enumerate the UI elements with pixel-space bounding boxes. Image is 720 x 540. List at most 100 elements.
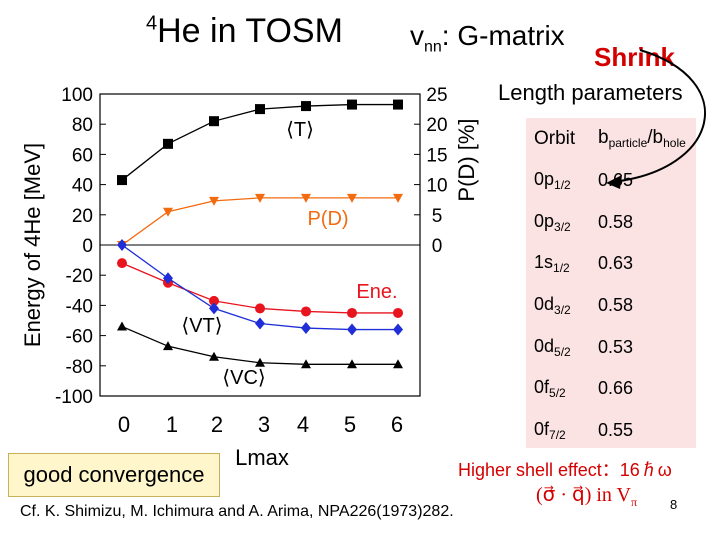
ratio-cell: 0.58 (598, 211, 634, 232)
good-convergence-box: good convergence (8, 453, 220, 497)
table-row: 0d5/2 0.53 (526, 326, 692, 368)
orbit-sub: 3/2 (554, 303, 571, 318)
data-point (301, 193, 311, 203)
series-label: ⟨VT⟩ (181, 315, 222, 337)
series-label: P(D) (307, 208, 348, 230)
data-point (163, 138, 173, 149)
orbit-cell: 0p1/2 (526, 160, 592, 202)
data-point (255, 193, 265, 203)
x-tick-label: 5 (344, 412, 356, 437)
y2-tick-label: 15 (426, 145, 447, 166)
orbit-name: 0f (534, 377, 550, 398)
orbit-cell: 0p3/2 (526, 201, 592, 243)
orbit-name: 0d (534, 335, 555, 356)
y-tick-label: -40 (66, 296, 93, 317)
series-label: Ene. (356, 281, 397, 303)
orbit-name: 0f (534, 419, 550, 440)
data-point (163, 341, 173, 351)
orbit-name: 0p (534, 210, 555, 231)
b-particle: b (598, 127, 609, 149)
series-group (117, 321, 403, 369)
orbit-sub: 7/2 (549, 428, 566, 443)
table-row: 0f5/2 0.66 (526, 368, 692, 410)
series-group (117, 99, 403, 186)
data-point (347, 99, 357, 110)
ratio-header-cell: bparticle/bhole (592, 118, 692, 160)
sigma-q-text: (σ⃗ · q⃗) in V (536, 484, 631, 506)
table-row: 0p3/2 0.58 (526, 201, 692, 243)
data-point (209, 116, 219, 127)
y-tick-label: 0 (82, 236, 93, 257)
data-point (163, 207, 173, 217)
y2-tick-label: 0 (432, 236, 443, 257)
data-point (301, 359, 311, 369)
ratio-cell: 0.53 (598, 336, 634, 357)
ratio-cell: 0.63 (598, 253, 634, 274)
y-tick-label: -100 (55, 387, 93, 408)
orbit-cell: 0d3/2 (526, 285, 592, 327)
orbit-panel-background (526, 118, 696, 448)
data-point (117, 258, 127, 269)
y-tick-label: -20 (66, 266, 93, 287)
ratio-cell: 0.55 (598, 420, 634, 441)
orbit-cell: 0d5/2 (526, 326, 592, 368)
x-axis-label: Lmax (235, 445, 289, 470)
ratio-cell: 0.58 (598, 295, 634, 316)
x-tick-label: 2 (211, 412, 223, 437)
x-tick-label: 6 (391, 412, 403, 437)
orbit-cell: 0f5/2 (526, 368, 592, 410)
orbit-name: 0d (534, 294, 555, 315)
data-point (255, 357, 265, 367)
x-tick-label: 0 (118, 412, 130, 437)
citation: Cf. K. Shimizu, M. Ichimura and A. Arima… (20, 503, 454, 520)
length-parameters-label: Length parameters (498, 80, 683, 105)
orbit-sub: 1/2 (553, 261, 570, 276)
orbit-cell: 0f7/2 (526, 410, 592, 452)
y2-tick-label: 25 (426, 85, 447, 106)
data-point (301, 322, 311, 335)
data-point (255, 303, 265, 314)
arrow-head-icon (606, 175, 622, 189)
table-row: 1s1/2 0.63 (526, 243, 692, 285)
y2-tick-label: 20 (426, 115, 447, 136)
data-point (393, 307, 403, 318)
page-number: 8 (670, 497, 678, 512)
higher-shell-effect: Higher shell effect：16ℏω (458, 460, 672, 480)
slash: / (647, 127, 653, 149)
page-title: 4He in TOSM (146, 12, 343, 51)
y2-axis-label: P(D) [%] (454, 118, 479, 201)
x-tick-label: 4 (297, 412, 309, 437)
data-point (347, 307, 357, 318)
orbit-header-cell: Orbit (534, 127, 576, 149)
y-axis-label: Energy of 4He [MeV] (20, 143, 45, 347)
orbit-sub: 5/2 (549, 386, 566, 401)
series-label: ⟨T⟩ (286, 119, 314, 141)
data-point (209, 351, 219, 361)
sigma-q-sub: π (631, 495, 638, 509)
data-point (117, 175, 127, 186)
b-hole: b (652, 127, 664, 149)
vnn-v: v (410, 20, 424, 51)
data-point (117, 239, 127, 251)
data-point (255, 317, 265, 330)
ratio-cell: 0.66 (598, 378, 634, 399)
data-point (393, 193, 403, 203)
orbit-table-header: Orbit bparticle/bhole (526, 118, 692, 160)
interaction-label: vnn: G-matrix (410, 20, 565, 57)
data-point (163, 272, 173, 285)
orbit-cell: 1s1/2 (526, 243, 592, 285)
y-tick-label: -60 (66, 327, 93, 348)
title-superscript: 4 (146, 12, 158, 35)
orbit-sub: 5/2 (554, 344, 571, 359)
sigma-q-formula: (σ⃗ · q⃗) in Vπ (536, 482, 637, 510)
orbit-table: Orbit bparticle/bhole 0p1/20.65 0p3/20.5… (526, 118, 692, 452)
orbit-sub: 3/2 (554, 219, 571, 234)
orbit-sub: 1/2 (554, 178, 571, 193)
y-tick-label: 60 (72, 145, 93, 166)
data-point (393, 323, 403, 336)
y-tick-label: 20 (72, 206, 93, 227)
data-point (393, 359, 403, 369)
data-point (301, 306, 311, 317)
